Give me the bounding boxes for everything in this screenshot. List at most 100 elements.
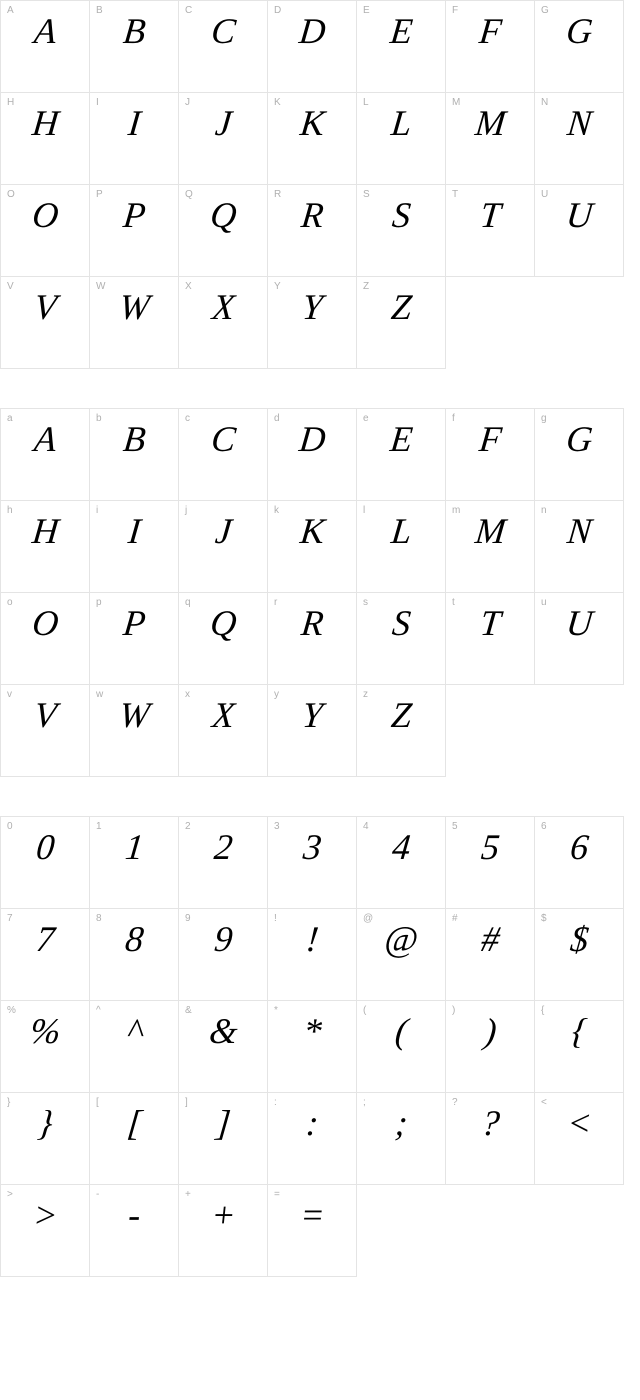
glyph-cell[interactable]: {{ (534, 1000, 624, 1093)
glyph-cell[interactable]: uU (534, 592, 624, 685)
glyph-cell[interactable]: ;; (356, 1092, 446, 1185)
glyph-cell[interactable]: BB (89, 0, 179, 93)
glyph-cell[interactable]: jJ (178, 500, 268, 593)
glyph-cell[interactable]: JJ (178, 92, 268, 185)
glyph-cell[interactable]: 55 (445, 816, 535, 909)
glyph-cell[interactable]: MM (445, 92, 535, 185)
glyph-cell[interactable]: bB (89, 408, 179, 501)
glyph-cell[interactable]: qQ (178, 592, 268, 685)
glyph-cell[interactable]: YY (267, 276, 357, 369)
glyph-cell[interactable]: !! (267, 908, 357, 1001)
glyph-character: D (266, 419, 358, 459)
glyph-cell[interactable]: 77 (0, 908, 90, 1001)
font-character-map: AABBCCDDEEFFGG HHIIJJKKLLMMNN OOPPQQRRSSTT… (0, 0, 640, 1276)
glyph-cell[interactable]: 66 (534, 816, 624, 909)
glyph-cell[interactable]: TT (445, 184, 535, 277)
glyph-cell[interactable]: 99 (178, 908, 268, 1001)
glyph-cell[interactable]: ## (445, 908, 535, 1001)
glyph-cell[interactable]: %% (0, 1000, 90, 1093)
glyph-cell[interactable]: iI (89, 500, 179, 593)
glyph-cell[interactable]: DD (267, 0, 357, 93)
glyph-cell[interactable]: pP (89, 592, 179, 685)
glyph-cell[interactable]: AA (0, 0, 90, 93)
glyph-cell[interactable]: nN (534, 500, 624, 593)
glyph-cell[interactable]: eE (356, 408, 446, 501)
glyph-cell[interactable]: )) (445, 1000, 535, 1093)
glyph-cell[interactable]: 00 (0, 816, 90, 909)
glyph-character: U (533, 603, 625, 643)
glyph-cell[interactable]: tT (445, 592, 535, 685)
glyph-cell[interactable]: VV (0, 276, 90, 369)
glyph-cell[interactable]: XX (178, 276, 268, 369)
glyph-cell[interactable]: rR (267, 592, 357, 685)
glyph-cell[interactable]: gG (534, 408, 624, 501)
glyph-cell[interactable]: cC (178, 408, 268, 501)
glyph-cell[interactable]: sS (356, 592, 446, 685)
glyph-cell[interactable]: FF (445, 0, 535, 93)
glyph-cell[interactable]: II (89, 92, 179, 185)
glyph-character: G (533, 419, 625, 459)
glyph-cell[interactable]: HH (0, 92, 90, 185)
glyph-cell[interactable]: SS (356, 184, 446, 277)
glyph-cell[interactable]: 22 (178, 816, 268, 909)
glyph-section-numbers-symbols: 00112233445566 778899!!@@##$$%%^^&&**(())… (0, 816, 640, 1276)
glyph-cell[interactable]: :: (267, 1092, 357, 1185)
glyph-cell[interactable]: yY (267, 684, 357, 777)
glyph-cell[interactable]: ++ (178, 1184, 268, 1277)
glyph-cell[interactable]: PP (89, 184, 179, 277)
glyph-character: > (0, 1195, 91, 1235)
glyph-cell[interactable]: NN (534, 92, 624, 185)
glyph-cell[interactable]: ?? (445, 1092, 535, 1185)
glyph-character: ; (355, 1103, 447, 1143)
glyph-character: R (266, 195, 358, 235)
glyph-cell[interactable]: wW (89, 684, 179, 777)
glyph-cell[interactable]: KK (267, 92, 357, 185)
glyph-cell[interactable]: << (534, 1092, 624, 1185)
glyph-character: O (0, 195, 91, 235)
glyph-character: U (533, 195, 625, 235)
glyph-cell[interactable]: kK (267, 500, 357, 593)
glyph-character: [ (88, 1103, 180, 1143)
glyph-cell[interactable]: }} (0, 1092, 90, 1185)
glyph-cell[interactable]: lL (356, 500, 446, 593)
glyph-cell[interactable]: ** (267, 1000, 357, 1093)
glyph-character: ? (444, 1103, 536, 1143)
glyph-cell[interactable]: LL (356, 92, 446, 185)
glyph-cell[interactable]: xX (178, 684, 268, 777)
glyph-cell[interactable]: fF (445, 408, 535, 501)
glyph-cell[interactable]: oO (0, 592, 90, 685)
glyph-cell[interactable]: >> (0, 1184, 90, 1277)
glyph-character: K (266, 103, 358, 143)
glyph-cell[interactable]: UU (534, 184, 624, 277)
glyph-cell[interactable]: 11 (89, 816, 179, 909)
glyph-cell[interactable]: (( (356, 1000, 446, 1093)
glyph-cell[interactable]: ZZ (356, 276, 446, 369)
glyph-cell[interactable]: @@ (356, 908, 446, 1001)
glyph-cell[interactable]: 44 (356, 816, 446, 909)
glyph-cell[interactable]: ^^ (89, 1000, 179, 1093)
glyph-cell[interactable]: 33 (267, 816, 357, 909)
glyph-cell[interactable]: WW (89, 276, 179, 369)
glyph-cell[interactable]: dD (267, 408, 357, 501)
glyph-cell[interactable]: CC (178, 0, 268, 93)
glyph-cell[interactable]: $$ (534, 908, 624, 1001)
glyph-cell[interactable]: -- (89, 1184, 179, 1277)
glyph-cell[interactable]: aA (0, 408, 90, 501)
glyph-cell[interactable]: OO (0, 184, 90, 277)
glyph-cell[interactable]: RR (267, 184, 357, 277)
glyph-cell[interactable]: vV (0, 684, 90, 777)
glyph-cell[interactable]: [[ (89, 1092, 179, 1185)
glyph-cell[interactable]: QQ (178, 184, 268, 277)
glyph-cell[interactable]: 88 (89, 908, 179, 1001)
glyph-character: J (177, 103, 269, 143)
glyph-cell[interactable]: hH (0, 500, 90, 593)
glyph-cell[interactable]: == (267, 1184, 357, 1277)
glyph-character: 2 (177, 827, 269, 867)
glyph-cell[interactable]: && (178, 1000, 268, 1093)
glyph-cell[interactable]: GG (534, 0, 624, 93)
glyph-character: M (444, 511, 536, 551)
glyph-cell[interactable]: EE (356, 0, 446, 93)
glyph-cell[interactable]: ]] (178, 1092, 268, 1185)
glyph-cell[interactable]: mM (445, 500, 535, 593)
glyph-cell[interactable]: zZ (356, 684, 446, 777)
